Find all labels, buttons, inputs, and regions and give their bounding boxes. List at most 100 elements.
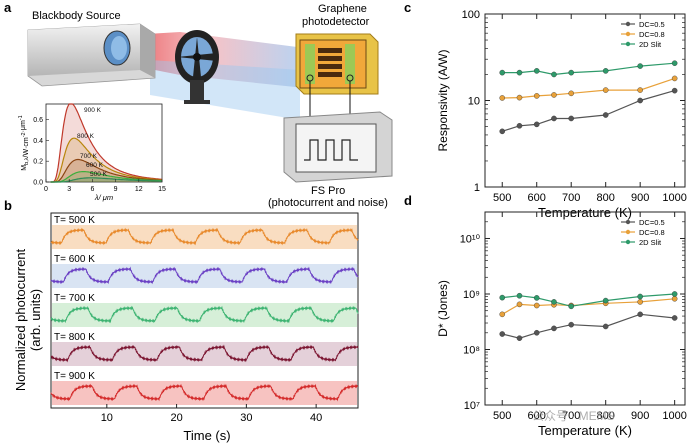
inset-label-1: 800 K [77, 133, 95, 140]
series-point-2 [551, 71, 557, 78]
chart-frame [484, 211, 686, 406]
panel-d: d 10⁷ 10⁸ 10⁹ 10¹⁰ 500 600 700 800 900 1000 Temper… [404, 193, 687, 438]
panel-b-ylabel-units: (arb. units) [28, 289, 43, 351]
chart-xlabel: Temperature (K) [538, 423, 632, 438]
series-point-1 [533, 93, 540, 99]
inset-xtick-label: 3 [67, 186, 71, 193]
trace-label-3: T= 800 K [54, 332, 95, 343]
series-point-0 [516, 122, 523, 129]
y-tick-label: 10 [468, 96, 480, 108]
inset-ylabel-part: ·μm [20, 120, 27, 132]
series-point-0 [637, 97, 643, 104]
y-tick-label: 1 [474, 182, 480, 194]
blackbody-source-label: Blackbody Source [32, 10, 121, 22]
trace-line-1 [50, 266, 359, 285]
series-point-0 [551, 115, 557, 122]
series-point-2 [637, 293, 643, 300]
inset-label-3: 600 K [86, 162, 104, 169]
inset-curve-800 [50, 137, 163, 183]
inset-ylabel-part: /W·cm [23, 137, 30, 157]
watermark-text: 公众号 · MEMS [532, 409, 615, 423]
inset-curve-600 [50, 171, 162, 183]
inset-xtick-label: 9 [114, 186, 118, 193]
legend-marker-0 [625, 21, 631, 27]
inset-ytick-label: 0.6 [33, 117, 43, 124]
y-tick-label: 10⁸ [463, 344, 480, 356]
trace-line-2 [50, 305, 359, 324]
trace-label-1: T= 600 K [54, 254, 95, 265]
panel-a: a Blackbody Source Graphene photodetecto… [4, 0, 393, 209]
series-point-2 [551, 299, 557, 305]
trace-label-4: T= 900 K [54, 371, 95, 382]
series-point-0 [533, 329, 540, 336]
fs-pro-label: FS Pro [311, 185, 345, 197]
inset-curve-fill-800 [46, 138, 162, 182]
legend-marker-1 [625, 31, 631, 37]
panel-c-letter: c [404, 0, 411, 15]
series-point-1 [671, 75, 678, 82]
inset-xtick-label: 12 [135, 186, 143, 193]
trace-band-4 [52, 381, 357, 405]
legend-marker-2 [625, 41, 631, 47]
fs-pro-sublabel: (photocurrent and noise) [268, 197, 388, 209]
series-point-0 [602, 112, 609, 118]
series-point-1 [551, 92, 557, 98]
fs-pro-instrument [283, 111, 393, 183]
inset-ylabel-part: -1 [18, 115, 24, 120]
x-tick-label: 600 [528, 192, 546, 204]
inset-ylabel-part: -2 [21, 132, 27, 137]
series-point-1 [533, 302, 540, 309]
series-point-2 [533, 295, 540, 301]
panel-b-frame [50, 212, 359, 409]
trace-band-0 [52, 225, 357, 249]
panel-b: b Normalized photocurrent (arb. units) T… [4, 198, 359, 443]
x-tick-label: 800 [597, 410, 615, 422]
x-tick-label: 900 [631, 410, 649, 422]
series-point-2 [602, 297, 609, 304]
panel-b-ylabel: Normalized photocurrent [13, 248, 28, 391]
blackbody-spectrum-inset: 900 K 800 K 700 K 600 K 500 K 0.0 0.2 0.4 0.6 0 3 6… [18, 103, 166, 202]
inset-curve-700 [50, 158, 163, 183]
series-point-1 [671, 295, 678, 302]
y-tick-label: 100 [462, 9, 480, 21]
series-point-0 [499, 128, 506, 135]
series-point-2 [602, 68, 609, 74]
series-point-1 [516, 94, 523, 101]
y-tick-label: 10¹⁰ [460, 233, 481, 245]
x-tick-label: 500 [493, 192, 511, 204]
trace-line-0 [50, 227, 359, 246]
series-point-0 [516, 335, 523, 341]
x-tick-label: 700 [562, 192, 580, 204]
x-tick-label: 800 [597, 192, 615, 204]
series-point-0 [602, 323, 609, 330]
series-point-1 [637, 87, 643, 93]
inset-xlabel: λ/ μm [94, 193, 113, 202]
legend-label-2: 2D Slit [639, 238, 662, 247]
chart-ylabel: Responsivity (A/W) [436, 49, 450, 151]
series-line-0 [502, 313, 675, 339]
x-tick-label: 700 [562, 410, 580, 422]
series-point-0 [671, 87, 678, 94]
series-point-1 [499, 95, 506, 101]
series-point-2 [568, 69, 575, 76]
inset-label-2: 700 K [80, 153, 98, 160]
trace-label-0: T= 500 K [54, 215, 95, 226]
photocurrent-traces: T= 500 K T= 600 K T= 700 K T= 800 K T= 900 K [50, 215, 359, 405]
detectivity-chart: 10⁷ 10⁸ 10⁹ 10¹⁰ 500 600 700 800 900 1000 Temperat… [436, 211, 687, 438]
blackbody-box [27, 23, 156, 87]
series-point-0 [568, 115, 575, 122]
legend-marker-1 [625, 229, 631, 235]
trace-label-2: T= 700 K [54, 293, 95, 304]
inset-ytick-label: 0.0 [33, 180, 43, 187]
inset-frame [45, 103, 163, 183]
series-point-0 [637, 311, 643, 318]
panel-b-letter: b [4, 198, 12, 213]
legend-marker-2 [625, 239, 631, 245]
legend-label-1: DC=0.8 [639, 228, 665, 237]
chart-ylabel: D* (Jones) [436, 280, 450, 337]
series-point-2 [671, 291, 678, 297]
inset-ylabel-part: M [21, 165, 28, 171]
x-tick-label: 1000 [662, 410, 686, 422]
series-line-1 [501, 298, 675, 315]
